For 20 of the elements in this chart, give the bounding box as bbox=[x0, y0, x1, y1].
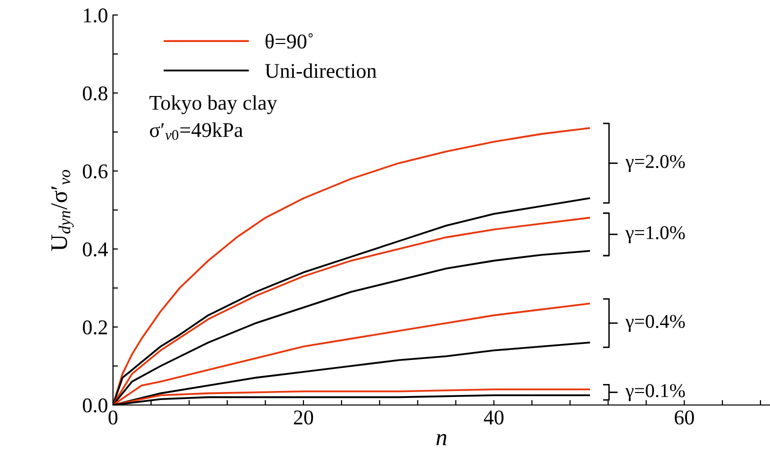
y-axis-title: U$_{dyn}$/σ′$_{vo}$ bbox=[51, 170, 74, 251]
y-tick-label: 0.4 bbox=[82, 242, 108, 257]
annotation: Tokyo bay clay bbox=[150, 95, 278, 114]
annotation: γ=1.0% bbox=[625, 226, 685, 244]
x-axis-title: n bbox=[436, 434, 446, 446]
annotation: γ=0.4% bbox=[625, 314, 685, 332]
y-tick-label: 0.8 bbox=[82, 86, 108, 101]
legend-label: Uni-direction bbox=[265, 63, 377, 78]
y-tick-label: 0.2 bbox=[82, 320, 107, 335]
x-tick-label: 0 bbox=[108, 410, 118, 425]
x-tick-label: 40 bbox=[484, 410, 504, 425]
annotation: γ=0.1% bbox=[625, 384, 685, 402]
x-tick-label: 60 bbox=[674, 410, 694, 425]
legend-label: θ=90˚ bbox=[266, 33, 313, 49]
y-tick-label: 1.0 bbox=[84, 8, 108, 23]
x-tick-label: 20 bbox=[294, 410, 314, 425]
annotation: σ′$_{v0}$=49kPa bbox=[150, 122, 243, 140]
annotation: γ=2.0% bbox=[625, 154, 685, 172]
y-tick-label: 0.6 bbox=[82, 164, 108, 179]
y-tick-label: 0.0 bbox=[82, 398, 108, 413]
